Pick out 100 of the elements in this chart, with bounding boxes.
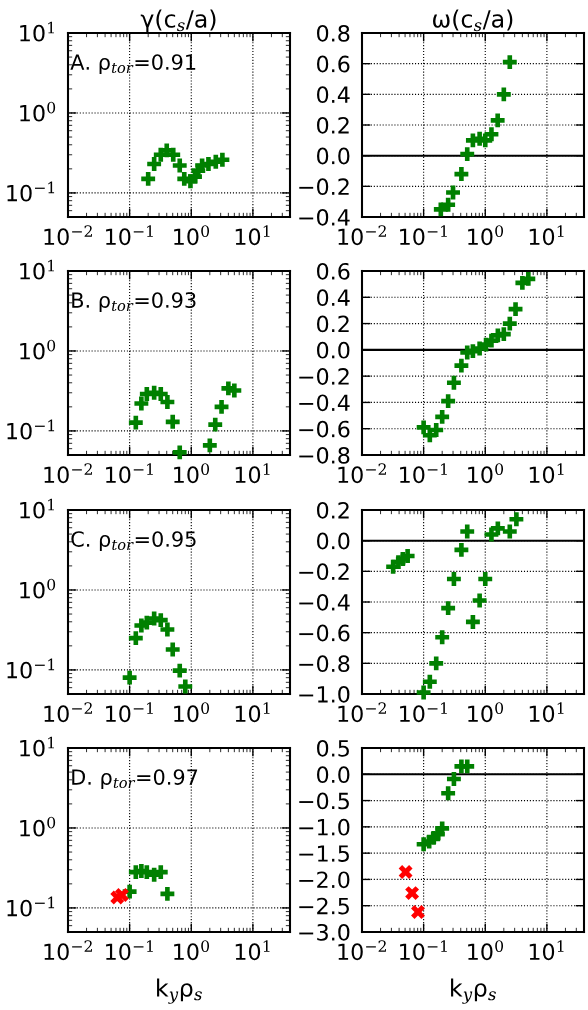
y-tick-label: 0.2 <box>317 116 349 134</box>
y-tick-label: 10$^{−1}$ <box>7 419 55 440</box>
x-tick-label: 10$^{0}$ <box>468 702 504 723</box>
x-axis-title: k$_{y}$ρ$_{s}$ <box>157 978 202 1004</box>
x-tick-label: 10$^{1}$ <box>235 702 270 723</box>
x-tick-label: 10$^{−1}$ <box>106 225 153 246</box>
annotation: A. ρ$_{tor}$=0.91 <box>70 54 196 74</box>
y-tick-label: −0.8 <box>299 655 350 673</box>
y-tick-label: 10$^{1}$ <box>20 498 54 519</box>
x-tick-label: 10$^{0}$ <box>468 940 504 961</box>
x-tick-label: 10$^{−2}$ <box>338 463 386 484</box>
x-tick-label: 10$^{1}$ <box>529 225 564 246</box>
x-tick-label: 10$^{−1}$ <box>106 463 153 484</box>
y-tick-label: 0.4 <box>317 86 350 104</box>
y-tick-label: 0.8 <box>317 24 350 42</box>
point <box>484 127 499 142</box>
x-tick-label: 10$^{1}$ <box>529 463 564 484</box>
point <box>416 420 431 435</box>
x-tick-label: 10$^{−2}$ <box>338 940 386 961</box>
y-tick-label: −1.0 <box>299 818 350 836</box>
chart-title: γ(c$_{s}$/a) <box>140 9 216 33</box>
y-tick-label: −0.2 <box>299 563 349 581</box>
y-tick-label: 10$^{1}$ <box>20 736 54 757</box>
point <box>172 663 187 678</box>
y-tick-label: −2.5 <box>299 897 349 915</box>
x-tick-label: 10$^{−1}$ <box>106 702 153 723</box>
y-tick-label: 10$^{−1}$ <box>7 658 55 679</box>
y-tick-label: 0.0 <box>317 532 350 550</box>
x-tick-label: 10$^{−2}$ <box>338 702 386 723</box>
y-tick-label: 10$^{0}$ <box>20 578 56 599</box>
x-tick-label: 10$^{−1}$ <box>400 940 447 961</box>
point <box>441 394 456 409</box>
y-tick-label: 0.6 <box>317 262 350 280</box>
y-tick-label: −0.2 <box>299 178 349 196</box>
y-tick-label: 0.6 <box>317 55 350 73</box>
x-tick-label: 10$^{1}$ <box>529 940 564 961</box>
x-tick-label: 10$^{−2}$ <box>44 940 92 961</box>
x-tick-label: 10$^{−2}$ <box>44 225 92 246</box>
point <box>128 631 143 646</box>
y-tick-label: 0.0 <box>317 766 350 784</box>
x-tick-label: 10$^{0}$ <box>174 463 210 484</box>
point <box>147 157 162 171</box>
point <box>508 302 523 317</box>
point <box>141 171 156 186</box>
x-tick-label: 10$^{0}$ <box>174 225 210 246</box>
point <box>122 670 137 685</box>
annotation: B. ρ$_{tor}$=0.93 <box>72 292 196 312</box>
y-tick-label: 10$^{−1}$ <box>7 181 55 202</box>
point <box>160 622 175 637</box>
y-tick-label: −0.6 <box>299 624 350 642</box>
y-tick-label: 0.4 <box>317 289 350 307</box>
x-tick-label: 10$^{0}$ <box>174 940 210 961</box>
point <box>178 679 193 694</box>
y-tick-label: 0.2 <box>317 501 349 519</box>
point <box>446 375 461 390</box>
point <box>435 409 450 424</box>
x-tick-label: 10$^{1}$ <box>529 702 564 723</box>
y-tick-label: 10$^{0}$ <box>20 101 56 122</box>
annotation: C. ρ$_{tor}$=0.95 <box>71 531 196 551</box>
x-tick-label: 10$^{−1}$ <box>400 463 447 484</box>
point <box>496 87 511 102</box>
x-axis-title: k$_{y}$ρ$_{s}$ <box>451 978 496 1004</box>
x-tick-label: 10$^{0}$ <box>468 225 504 246</box>
x-tick-label: 10$^{0}$ <box>174 702 210 723</box>
y-tick-label: −1.5 <box>299 845 349 862</box>
y-tick-label: 10$^{0}$ <box>20 816 56 837</box>
y-tick-label: 10$^{0}$ <box>20 339 56 360</box>
y-tick-label: 10$^{1}$ <box>20 21 54 42</box>
y-tick-label: 0.0 <box>317 147 350 165</box>
y-tick-label: −2.0 <box>299 871 350 889</box>
point <box>454 167 469 182</box>
x-tick-label: 10$^{1}$ <box>235 940 270 961</box>
x-tick-label: 10$^{1}$ <box>235 225 270 246</box>
y-tick-label: −0.2 <box>299 368 349 385</box>
y-tick-label: −0.4 <box>299 593 350 611</box>
annotation: D. ρ$_{tor}$=0.97 <box>72 769 198 789</box>
y-tick-label: 0.5 <box>317 739 349 757</box>
x-tick-label: 10$^{−1}$ <box>400 225 447 246</box>
y-tick-label: −3.0 <box>299 923 350 941</box>
y-tick-label: −0.5 <box>299 792 349 810</box>
x-tick-label: 10$^{−2}$ <box>338 225 386 246</box>
y-tick-label: −0.6 <box>299 420 350 438</box>
point <box>490 113 505 128</box>
y-tick-label: −0.4 <box>299 394 350 412</box>
point <box>502 316 517 331</box>
y-tick-label: −0.4 <box>299 208 350 226</box>
x-tick-label: 10$^{0}$ <box>468 463 504 484</box>
point <box>502 55 517 70</box>
point <box>460 147 475 162</box>
y-tick-label: 0.2 <box>317 315 349 333</box>
point <box>454 358 469 373</box>
chart-title: ω(c$_{s}$/a) <box>433 9 513 32</box>
point <box>165 642 180 657</box>
x-tick-label: 10$^{1}$ <box>235 463 270 484</box>
y-tick-label: 10$^{1}$ <box>20 259 54 280</box>
y-tick-label: −1.0 <box>299 685 350 703</box>
x-tick-label: 10$^{−1}$ <box>400 702 447 723</box>
point <box>429 423 444 437</box>
x-tick-label: 10$^{−2}$ <box>44 463 92 484</box>
y-tick-label: 0.0 <box>317 341 350 359</box>
